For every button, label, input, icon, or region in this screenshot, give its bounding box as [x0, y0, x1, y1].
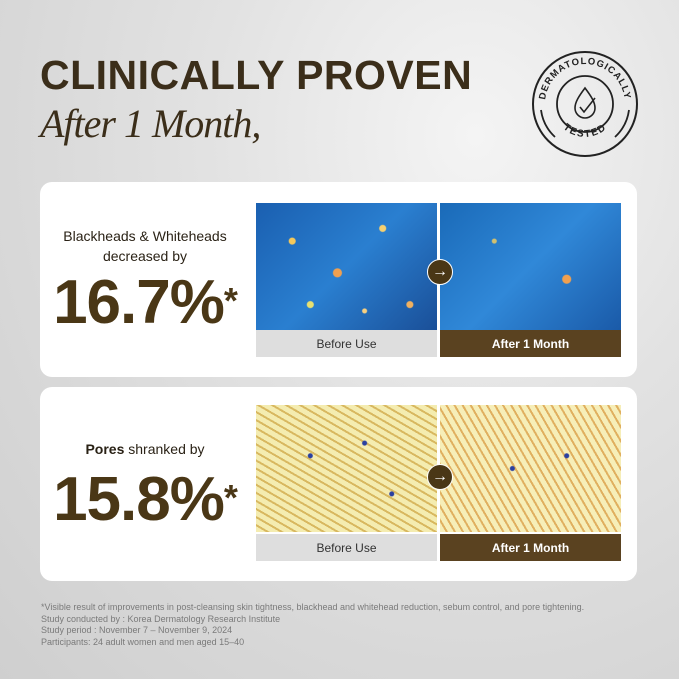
- before-image: [256, 405, 437, 532]
- footnote-line: Study period : November 7 – November 9, …: [41, 625, 233, 635]
- percent-value: 15.8%: [53, 465, 225, 534]
- page-title: CLINICALLY PROVEN: [40, 52, 473, 98]
- asterisk: *: [223, 280, 238, 321]
- dermatologically-tested-badge: DERMATOLOGICALLY TESTED: [532, 51, 638, 157]
- footnote-line: *Visible result of improvements in post-…: [41, 602, 585, 612]
- card-metric-bold: Pores: [85, 441, 125, 457]
- card-metric-line1: shranked by: [124, 441, 205, 457]
- footnote-line: Study conducted by : Korea Dermatology R…: [41, 613, 281, 624]
- page-subtitle: After 1 Month,: [40, 101, 261, 146]
- pores-result-card: Pores shranked by 15.8%* Before Use Afte…: [40, 387, 637, 581]
- footnote-line: Participants: 24 adult women and men age…: [41, 636, 245, 647]
- before-label: Before Use: [256, 330, 437, 357]
- badge-bottom-text: TESTED: [561, 122, 607, 140]
- arrow-right-icon: →: [427, 259, 453, 285]
- before-label: Before Use: [256, 534, 437, 561]
- svg-text:DERMATOLOGICALLY: DERMATOLOGICALLY: [537, 56, 633, 101]
- percent-value: 16.7%: [53, 268, 225, 337]
- after-label: After 1 Month: [440, 534, 621, 561]
- asterisk: *: [223, 477, 238, 518]
- arrow-right-icon: →: [427, 464, 453, 490]
- card-metric-line1: Blackheads & Whiteheads: [63, 228, 227, 244]
- svg-text:TESTED: TESTED: [561, 122, 609, 140]
- badge-top-text: DERMATOLOGICALLY: [537, 56, 632, 101]
- water-drop-check-icon: [574, 86, 596, 119]
- after-label: After 1 Month: [440, 330, 621, 357]
- card-metric-line2: decreased by: [102, 248, 188, 264]
- before-image: [256, 203, 437, 330]
- after-image: [440, 405, 621, 532]
- after-image: [440, 203, 621, 330]
- footnote: *Visible result of improvements in post-…: [41, 602, 584, 648]
- blackheads-result-card: Blackheads & Whiteheads decreased by 16.…: [40, 182, 637, 377]
